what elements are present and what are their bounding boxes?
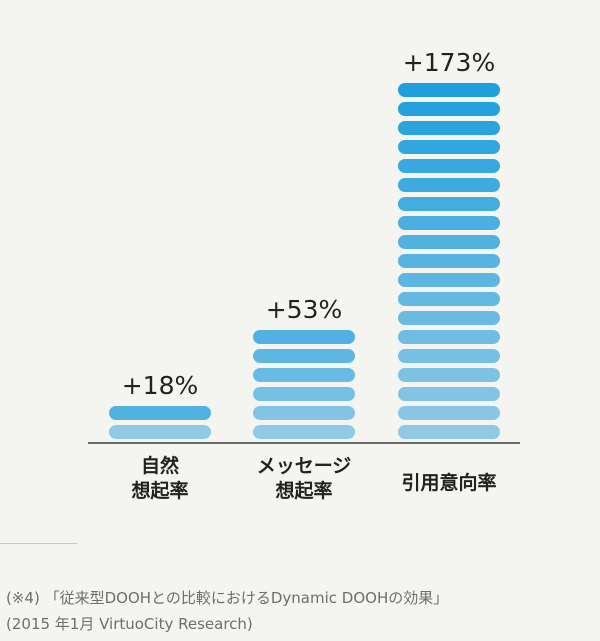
bar-2-segment: [253, 387, 355, 401]
bar-3-segment: [398, 273, 500, 287]
bar-3-segment: [398, 368, 500, 382]
bar-1-segment: [109, 406, 211, 420]
category-label-3: 引用意向率: [401, 471, 496, 494]
bar-2-segment: [253, 368, 355, 382]
bar-3-segment: [398, 254, 500, 268]
bar-2-segment: [253, 330, 355, 344]
bar-3-segment: [398, 425, 500, 439]
footnote-source-title: (※4) 「従来型DOOHとの比較におけるDynamic DOOHの効果」: [6, 589, 449, 607]
bar-3-segment: [398, 102, 500, 116]
bar-2-segment: [253, 406, 355, 420]
data-label-1: +18%: [122, 371, 199, 400]
bar-3-segment: [398, 235, 500, 249]
bar-3-segment: [398, 159, 500, 173]
bar-3-segment: [398, 349, 500, 363]
bar-2-segment: [253, 349, 355, 363]
bar-3-segment: [398, 406, 500, 420]
divider-line: [0, 543, 78, 544]
bar-3-segment: [398, 330, 500, 344]
bar-3-segment: [398, 121, 500, 135]
footnote-source-date: (2015 年1月 VirtuoCity Research): [6, 615, 253, 633]
bar-3-segment: [398, 387, 500, 401]
bar-3-segment: [398, 311, 500, 325]
category-label-2: 想起率: [275, 479, 332, 502]
category-label-1: 想起率: [131, 479, 188, 502]
bar-3-segment: [398, 140, 500, 154]
bar-3-segment: [398, 83, 500, 97]
bar-3-segment: [398, 178, 500, 192]
category-label-1: 自然: [141, 454, 179, 477]
bar-2-segment: [253, 425, 355, 439]
data-label-3: +173%: [403, 48, 495, 77]
bar-1-segment: [109, 425, 211, 439]
bar-3-segment: [398, 292, 500, 306]
bar-3-segment: [398, 216, 500, 230]
bar-3-segment: [398, 197, 500, 211]
category-label-2: メッセージ: [257, 455, 352, 477]
data-label-2: +53%: [266, 295, 343, 324]
